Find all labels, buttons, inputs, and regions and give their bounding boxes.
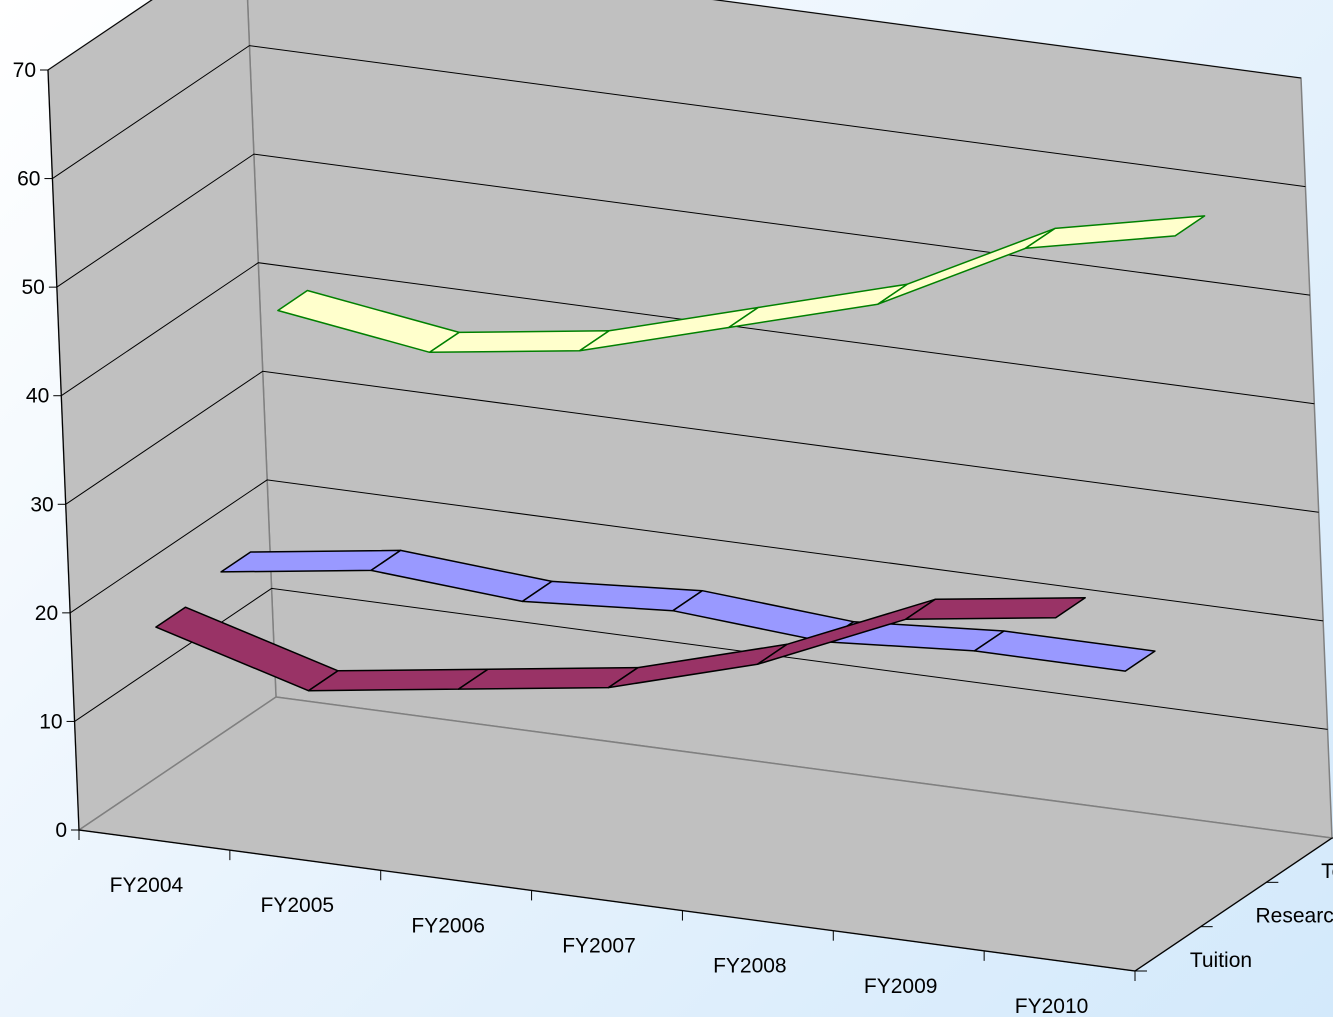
x-tick-label: FY2008 [713, 955, 787, 978]
y-axis-line [47, 69, 80, 831]
depth-tick-label: Tuition [1190, 949, 1252, 972]
x-axis: FY2004 FY2005 FY2006 FY2007 FY2008 FY2009 FY20… [78, 829, 1136, 1017]
y-axis: 0 10 20 30 40 50 60 70 [13, 59, 80, 842]
chart-side-wall [47, 0, 277, 832]
y-tick-label: 0 [55, 819, 67, 842]
y-tick-label: 30 [30, 493, 53, 516]
gridline [47, 0, 1302, 79]
gridline [65, 370, 1319, 513]
series-total [277, 215, 1206, 354]
gridline [69, 479, 1324, 622]
gridline [56, 153, 1310, 296]
y-tick-label: 10 [39, 710, 62, 733]
depth-tick-label: Research [1256, 905, 1333, 928]
x-tick-label: FY2010 [1015, 995, 1089, 1017]
depth-tick-label: Total [1321, 860, 1333, 883]
x-axis-line [78, 829, 1136, 972]
x-tick-label: FY2004 [110, 874, 184, 897]
ribbon-segment [973, 630, 1156, 672]
series-research [220, 549, 1156, 672]
ribbon-segment [1024, 215, 1206, 250]
depth-axis: TuitionResearch Total [1134, 837, 1333, 972]
x-tick-label: FY2007 [562, 935, 636, 958]
series-tuition [155, 597, 1086, 692]
gridline [74, 587, 1328, 730]
side-wall-plane [47, 0, 277, 832]
gridline [61, 262, 1315, 405]
x-tick-label: FY2005 [261, 894, 335, 917]
x-tick-label: FY2009 [864, 975, 938, 998]
y-tick-label: 20 [35, 602, 58, 625]
series-layer [155, 215, 1206, 692]
y-tick-label: 50 [21, 276, 44, 299]
gridlines [47, 0, 1328, 730]
depth-axis-line [1134, 837, 1333, 972]
y-tick-label: 40 [26, 385, 49, 408]
gridline [52, 45, 1306, 188]
y-tick-label: 60 [17, 168, 40, 191]
ribbon-segment [904, 597, 1086, 621]
y-tick-label: 70 [13, 59, 36, 82]
back-wall-plane [246, 0, 1333, 839]
x-tick-label: FY2006 [411, 914, 485, 937]
chart-back-wall [246, 0, 1333, 839]
